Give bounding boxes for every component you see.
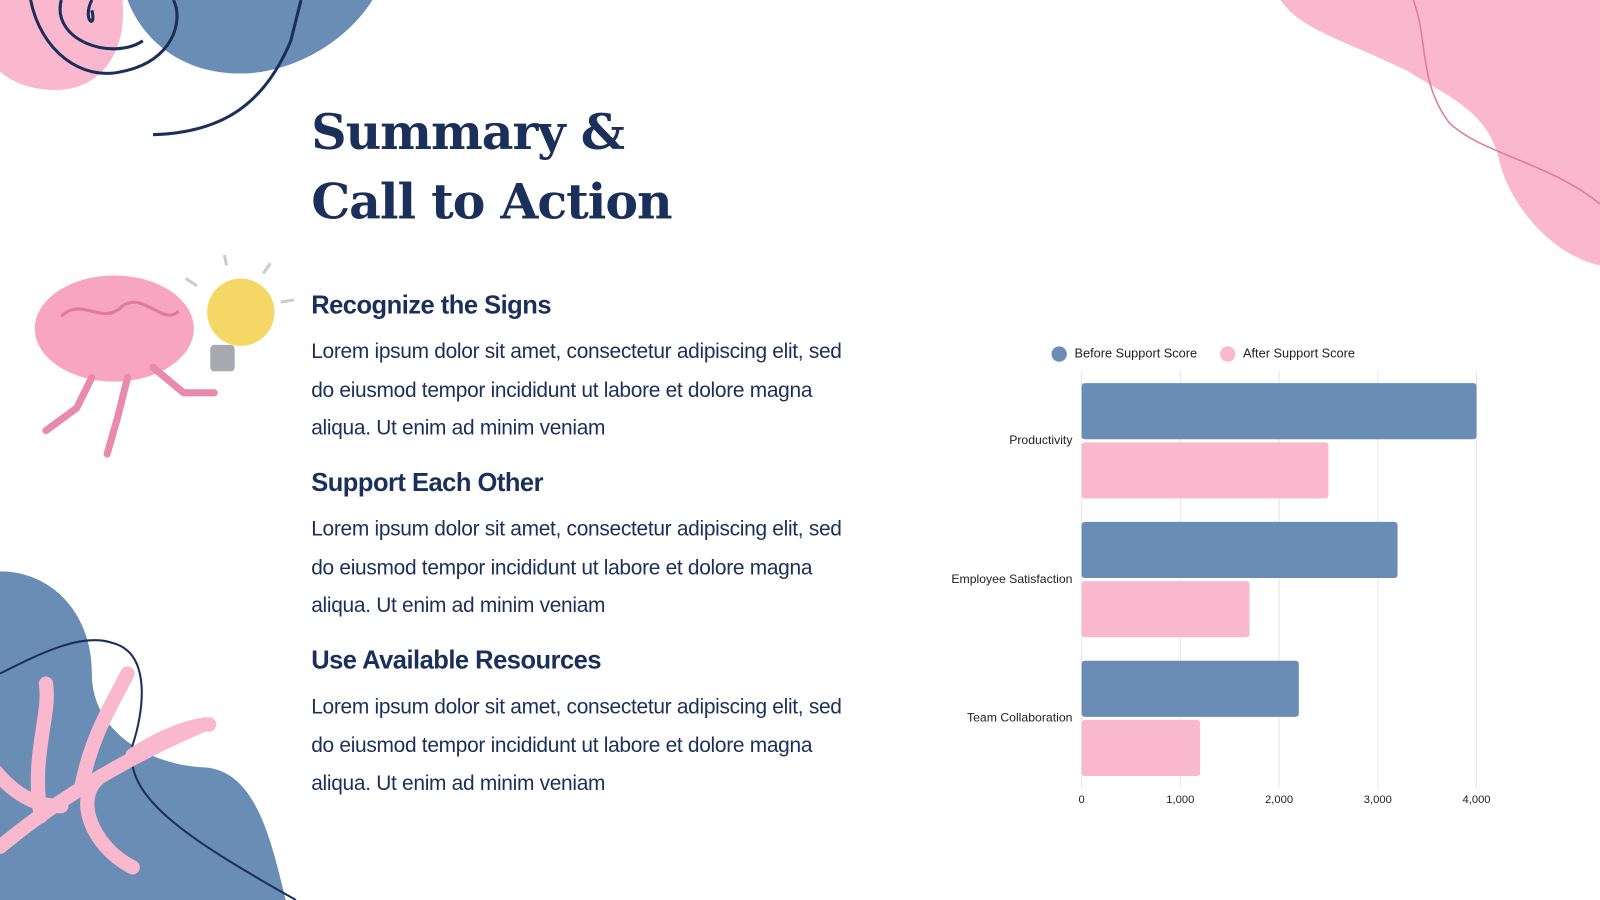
- section: Recognize the Signs Lorem ipsum dolor si…: [311, 288, 867, 448]
- section-body: Lorem ipsum dolor sit amet, consectetur …: [311, 339, 842, 440]
- x-tick-label: 2,000: [1265, 794, 1293, 806]
- section-heading: Support Each Other: [311, 468, 543, 497]
- chart: 0 1,000 2,000 3,000 4,000 Productivity Employe…: [951, 345, 1490, 806]
- y-tick-label: Employee Satisfaction: [951, 572, 1072, 586]
- blob: [1280, 0, 1600, 266]
- section: Support Each Other Lorem ipsum dolor sit…: [311, 465, 867, 625]
- x-tick-label: 0: [1078, 794, 1084, 806]
- section-heading: Recognize the Signs: [311, 290, 552, 320]
- swirl: [29, 0, 303, 137]
- section-heading: Use Available Resources: [311, 645, 602, 675]
- brain-illustration: [34, 254, 295, 458]
- leaves: [0, 666, 217, 875]
- section-body: Lorem ipsum dolor sit amet, consectetur …: [311, 694, 842, 795]
- blob: [127, 0, 373, 74]
- section: Use Available Resources Lorem ipsum dolo…: [311, 643, 867, 803]
- legend-label: After Support Score: [1243, 345, 1355, 360]
- section-body: Lorem ipsum dolor sit amet, consectetur …: [311, 517, 842, 618]
- y-tick-label: Team Collaboration: [967, 711, 1073, 725]
- line-deco: [0, 639, 297, 900]
- bar: [1081, 442, 1329, 499]
- bar: [1081, 581, 1250, 638]
- bar: [1081, 660, 1299, 717]
- blob: [0, 571, 286, 900]
- y-tick-label: Productivity: [1009, 433, 1073, 447]
- x-tick-label: 1,000: [1166, 794, 1194, 806]
- legend-swatch: [1051, 346, 1067, 362]
- slide-title: Summary & Call to Action: [311, 104, 672, 231]
- bar: [1081, 383, 1477, 440]
- line-deco: [1412, 0, 1600, 205]
- bar: [1081, 719, 1201, 777]
- bar: [1081, 521, 1398, 579]
- legend-swatch: [1220, 346, 1236, 362]
- legend-label: Before Support Score: [1074, 345, 1197, 360]
- x-tick-label: 4,000: [1462, 794, 1490, 806]
- x-tick-label: 3,000: [1364, 794, 1392, 806]
